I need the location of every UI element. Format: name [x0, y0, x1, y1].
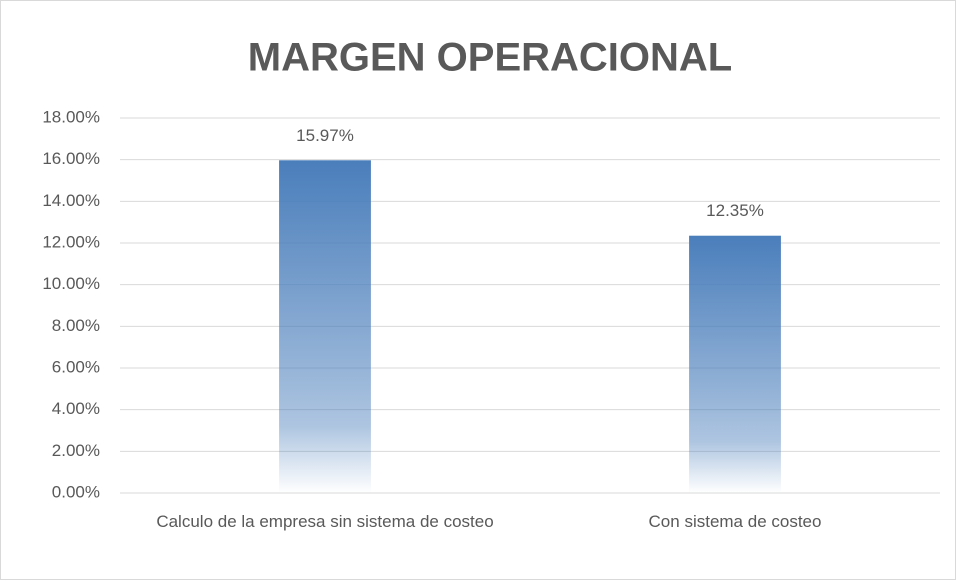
y-tick-label: 0.00%: [52, 482, 100, 501]
chart-title: MARGEN OPERACIONAL: [248, 36, 732, 80]
data-label: 12.35%: [706, 201, 764, 220]
data-label: 15.97%: [296, 126, 354, 145]
y-tick-label: 14.00%: [42, 191, 100, 210]
y-tick-label: 2.00%: [52, 441, 100, 460]
y-tick-label: 16.00%: [42, 149, 100, 168]
x-tick-label-box: Con sistema de costeo: [648, 512, 822, 531]
y-tick-label: 18.00%: [42, 107, 100, 126]
y-tick-label: 6.00%: [52, 357, 100, 376]
y-tick-label: 10.00%: [42, 274, 100, 293]
x-tick-label: Calculo de la empresa sin sistema de cos…: [156, 512, 494, 531]
y-tick-label: 4.00%: [52, 399, 100, 418]
x-tick-label-box: Calculo de la empresa sin sistema de cos…: [156, 512, 494, 531]
y-tick-label: 8.00%: [52, 316, 100, 335]
bar: [279, 160, 371, 493]
x-tick-label: Con sistema de costeo: [648, 512, 822, 531]
y-tick-label: 12.00%: [42, 232, 100, 251]
bar: [689, 235, 781, 494]
